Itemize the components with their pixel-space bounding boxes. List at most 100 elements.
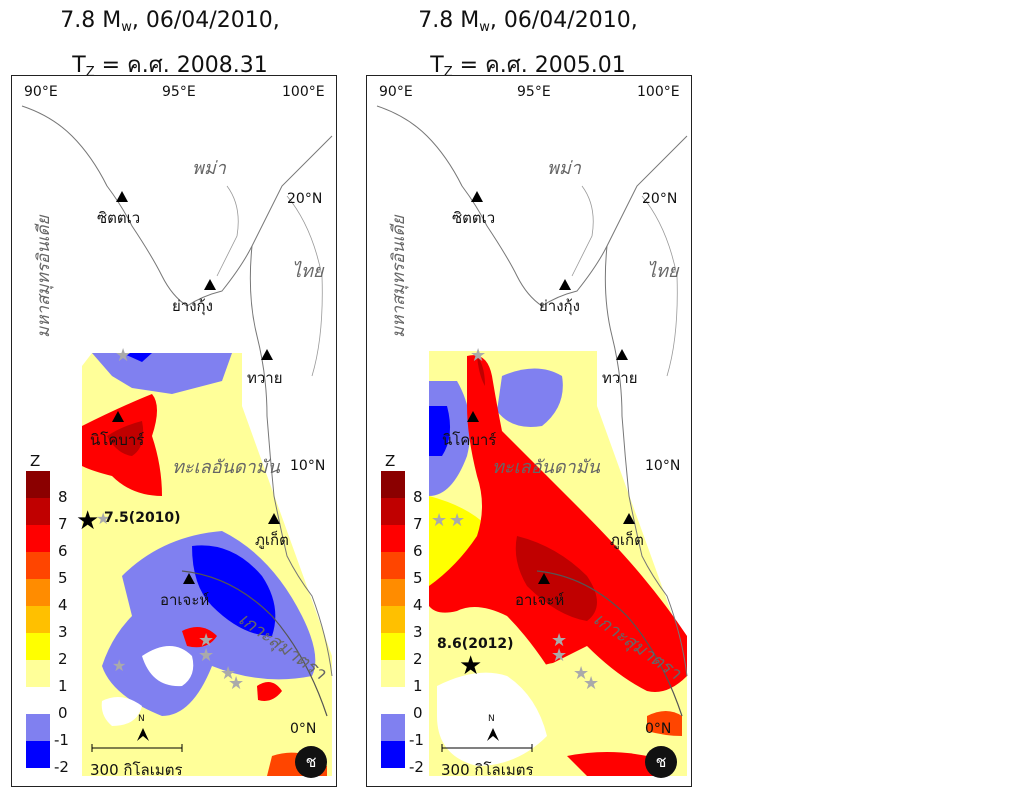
cb-swatch xyxy=(26,714,50,741)
svg-text:★: ★ xyxy=(96,509,110,528)
cb-tick: -1 xyxy=(54,731,69,749)
north-label: N xyxy=(488,714,495,724)
svg-text:★: ★ xyxy=(112,656,126,675)
lon-95-label: 95°E xyxy=(517,84,551,100)
cb-swatch xyxy=(26,687,50,714)
cb-tick: 1 xyxy=(58,677,68,695)
cb-tick: 0 xyxy=(58,704,68,722)
cb-swatch xyxy=(26,660,50,687)
zvalue-map-right: ★ ★ ★ ★ ★ ★ ★ ★ xyxy=(376,105,688,776)
thailand-label: ไทย xyxy=(647,261,679,282)
svg-text:★: ★ xyxy=(431,510,447,531)
cb-tick: -2 xyxy=(54,758,69,776)
north-label: N xyxy=(138,714,145,724)
dawei-label: ทวาย xyxy=(247,369,283,387)
cb-tick: 2 xyxy=(58,650,68,668)
cb-swatch xyxy=(381,579,405,606)
north-arrow-icon xyxy=(137,728,149,741)
cb-tick: 7 xyxy=(58,515,68,533)
cb-tick: 4 xyxy=(58,596,68,614)
zvalue-map-left: ★ ★ ★ ★ ★ ★ ★ ★ xyxy=(21,105,333,776)
andaman-sea-label: ทะเลอันดามัน xyxy=(492,457,600,478)
svg-text:★: ★ xyxy=(449,510,465,531)
myanmar-label: พม่า xyxy=(547,158,581,179)
panel-badge: ช xyxy=(645,746,677,778)
svg-text:★: ★ xyxy=(470,345,486,366)
svg-text:★: ★ xyxy=(115,345,131,366)
lat-20-label: 20°N xyxy=(642,191,678,207)
cb-swatch xyxy=(381,525,405,552)
cb-tick: -1 xyxy=(409,731,424,749)
lat-10-label: 10°N xyxy=(290,458,326,474)
dawei-label: ทวาย xyxy=(602,369,638,387)
cb-swatch xyxy=(381,741,405,768)
svg-text:★: ★ xyxy=(551,645,567,666)
cb-tick: 2 xyxy=(413,650,423,668)
cb-swatch xyxy=(26,525,50,552)
cb-tick: 4 xyxy=(413,596,423,614)
map-panel-right: ★ ★ ★ ★ ★ ★ ★ ★ Z 8 7 6 5 4 3 2 1 0 -1 -… xyxy=(366,75,692,787)
colorbar-title: Z xyxy=(30,452,41,470)
cb-tick: 6 xyxy=(413,542,423,560)
cb-tick: 5 xyxy=(413,569,423,587)
lon-100-label: 100°E xyxy=(282,84,325,100)
svg-text:★: ★ xyxy=(228,673,244,694)
phuket-label: ภูเก็ต xyxy=(610,531,644,549)
svg-text:★: ★ xyxy=(198,630,214,651)
event-label: 8.6(2012) xyxy=(437,636,514,652)
indian-ocean-label: มหาสมุทรอินเดีย xyxy=(34,215,54,338)
nicobar-label: นิโคบาร์ xyxy=(442,431,497,449)
sittwe-label: ซิตตเว xyxy=(97,209,141,227)
colorbar-right xyxy=(381,471,405,768)
cb-swatch xyxy=(26,471,50,498)
cb-tick: 0 xyxy=(413,704,423,722)
lat-10-label: 10°N xyxy=(645,458,681,474)
cb-swatch xyxy=(26,741,50,768)
lat-20-label: 20°N xyxy=(287,191,323,207)
cb-swatch xyxy=(381,471,405,498)
myanmar-label: พม่า xyxy=(192,158,226,179)
cb-swatch xyxy=(26,579,50,606)
lat-0-label: 0°N xyxy=(290,721,317,737)
cb-swatch xyxy=(381,498,405,525)
lat-0-label: 0°N xyxy=(645,721,672,737)
cb-tick: 7 xyxy=(413,515,423,533)
cb-tick: 3 xyxy=(413,623,423,641)
svg-text:★: ★ xyxy=(573,663,589,684)
cb-swatch xyxy=(26,552,50,579)
cb-swatch xyxy=(381,606,405,633)
cb-tick: 3 xyxy=(58,623,68,641)
colorbar-title: Z xyxy=(385,452,396,470)
cb-tick: 8 xyxy=(413,488,423,506)
yangon-label: ย่างกุ้ง xyxy=(539,297,580,315)
aceh-label: อาเจะห์ xyxy=(160,591,210,609)
event-label: 7.5(2010) xyxy=(104,510,181,526)
cb-swatch xyxy=(381,714,405,741)
cb-tick: 1 xyxy=(413,677,423,695)
cb-swatch xyxy=(381,660,405,687)
colorbar-left xyxy=(26,471,50,768)
scale-label: 300 กิโลเมตร xyxy=(441,761,534,779)
cb-tick: 6 xyxy=(58,542,68,560)
cb-swatch xyxy=(26,633,50,660)
lon-90-label: 90°E xyxy=(379,84,413,100)
svg-text:★: ★ xyxy=(198,645,214,666)
cb-tick: 8 xyxy=(58,488,68,506)
cb-swatch xyxy=(26,606,50,633)
north-arrow-icon xyxy=(487,728,499,741)
indian-ocean-label: มหาสมุทรอินเดีย xyxy=(389,215,409,338)
yangon-label: ย่างกุ้ง xyxy=(172,297,213,315)
sittwe-label: ซิตตเว xyxy=(452,209,496,227)
map-panel-left: ★ ★ ★ ★ ★ ★ ★ ★ Z 8 7 6 5 4 3 2 1 0 -1 -… xyxy=(11,75,337,787)
lon-95-label: 95°E xyxy=(162,84,196,100)
panel-right-title: 7.8 Mw, 06/04/2010, TZ = ค.ศ. 2005.01 xyxy=(418,8,638,80)
cb-swatch xyxy=(381,552,405,579)
cb-swatch xyxy=(381,687,405,714)
andaman-sea-label: ทะเลอันดามัน xyxy=(172,457,280,478)
cb-swatch xyxy=(381,633,405,660)
aceh-label: อาเจะห์ xyxy=(515,591,565,609)
thailand-label: ไทย xyxy=(292,261,324,282)
cb-swatch xyxy=(26,498,50,525)
cb-tick: 5 xyxy=(58,569,68,587)
lon-100-label: 100°E xyxy=(637,84,680,100)
